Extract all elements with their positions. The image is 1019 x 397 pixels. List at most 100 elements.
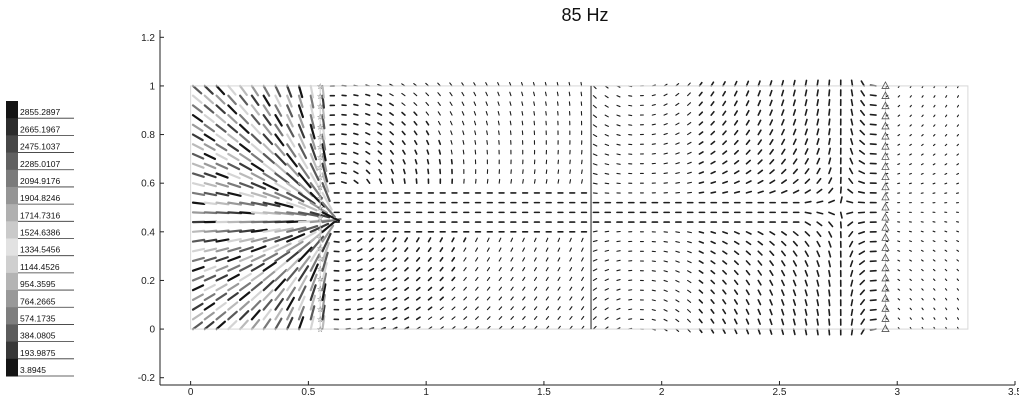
- colorbar-label: 1144.4526: [20, 262, 60, 272]
- vector-arrow: [357, 248, 363, 253]
- vector-arrow: [404, 296, 410, 301]
- vector-arrow: [710, 160, 716, 165]
- vector-arrow: [698, 151, 704, 155]
- vector-arrow: [804, 178, 811, 184]
- vector-arrow: [663, 93, 668, 97]
- receiver-marker: [881, 212, 890, 221]
- vector-arrow: [816, 188, 823, 194]
- y-tick-label: -0.2: [138, 373, 156, 384]
- vector-arrow: [850, 89, 854, 97]
- vector-arrow: [191, 265, 205, 272]
- vector-arrow: [522, 247, 525, 252]
- vector-arrow: [698, 260, 704, 264]
- vector-arrow: [215, 191, 230, 197]
- vector-arrow: [286, 211, 307, 217]
- vector-arrow: [769, 169, 775, 175]
- vector-arrow: [698, 269, 704, 274]
- vector-arrow: [413, 102, 418, 106]
- vector-arrow: [698, 231, 705, 234]
- vector-arrow: [250, 245, 267, 253]
- vector-arrow: [498, 267, 502, 272]
- vector-arrow: [321, 294, 326, 311]
- y-tick-label: 0.6: [141, 179, 155, 190]
- vector-arrow: [592, 182, 598, 185]
- vector-arrow: [191, 229, 206, 233]
- vector-arrow: [733, 149, 739, 155]
- vector-arrow: [286, 84, 293, 98]
- vector-arrow: [250, 162, 265, 173]
- vector-arrow: [297, 316, 305, 331]
- vector-arrow: [274, 307, 284, 321]
- vector-arrow: [357, 237, 363, 243]
- vector-arrow: [274, 317, 283, 331]
- vector-arrow: [250, 271, 264, 282]
- vector-arrow: [616, 288, 621, 291]
- receiver-marker: [881, 141, 890, 150]
- vector-arrow: [392, 306, 398, 311]
- vector-arrow: [461, 91, 465, 97]
- vector-arrow: [604, 249, 610, 252]
- vector-arrow: [710, 289, 715, 295]
- vector-arrow: [858, 160, 866, 165]
- vector-arrow: [592, 249, 598, 252]
- vector-arrow: [859, 129, 866, 136]
- vector-arrow: [227, 172, 241, 180]
- vector-arrow: [238, 191, 255, 198]
- vector-arrow: [203, 94, 215, 105]
- vector-arrow: [897, 259, 901, 262]
- vector-arrow: [368, 317, 375, 321]
- vector-arrow: [945, 114, 948, 118]
- vector-arrow: [309, 222, 330, 233]
- vector-arrow: [850, 128, 854, 136]
- vector-arrow: [804, 299, 808, 307]
- vector-arrow: [745, 159, 751, 165]
- vector-arrow: [933, 124, 936, 127]
- vector-arrow: [757, 260, 763, 266]
- vector-arrow: [413, 92, 418, 97]
- axes: 0 0.5 1 1.5 2 2.5 3 3.5 -0.2 0 0.2 0.4 0.6 0.8 1 1.2: [138, 30, 1019, 397]
- vector-arrow: [203, 238, 218, 243]
- receiver-marker: [881, 111, 890, 120]
- vector-arrow: [297, 275, 308, 292]
- vector-arrow: [745, 100, 750, 107]
- vector-arrow: [439, 316, 444, 320]
- vector-arrow: [850, 299, 854, 307]
- vector-arrow: [341, 152, 347, 155]
- vector-arrow: [203, 211, 218, 215]
- vector-arrow: [850, 118, 854, 126]
- vector-arrow: [203, 182, 217, 188]
- vector-arrow: [415, 296, 421, 301]
- vector-arrow: [413, 111, 418, 116]
- vector-arrow: [745, 328, 750, 335]
- vector-arrow: [581, 247, 584, 252]
- vector-arrow: [309, 263, 319, 282]
- vector-arrow: [860, 328, 866, 335]
- vector-arrow: [828, 211, 835, 216]
- vector-arrow: [651, 318, 656, 321]
- vector-arrow: [309, 235, 325, 253]
- vector-arrow: [604, 288, 609, 291]
- vector-arrow: [897, 250, 901, 252]
- vector-arrow: [663, 152, 668, 155]
- vector-arrow: [461, 82, 465, 87]
- vector-arrow: [792, 260, 798, 267]
- vector-arrow: [392, 237, 397, 243]
- vector-arrow: [203, 123, 216, 133]
- vector-arrow: [858, 170, 866, 175]
- vector-arrow: [401, 92, 406, 97]
- vector-arrow: [722, 308, 727, 315]
- vector-arrow: [510, 267, 514, 272]
- vector-arrow: [353, 123, 359, 126]
- vector-arrow: [828, 89, 831, 97]
- vector-arrow: [191, 321, 204, 331]
- vector-arrow: [341, 142, 347, 146]
- vector-arrow: [909, 104, 912, 108]
- vector-arrow: [227, 133, 239, 143]
- vector-arrow: [956, 124, 960, 127]
- vector-arrow: [733, 279, 739, 286]
- vector-arrow: [439, 266, 444, 272]
- vector-arrow: [828, 289, 831, 297]
- vector-arrow: [389, 121, 394, 126]
- vector-arrow: [592, 316, 597, 320]
- vector-arrow: [309, 273, 318, 292]
